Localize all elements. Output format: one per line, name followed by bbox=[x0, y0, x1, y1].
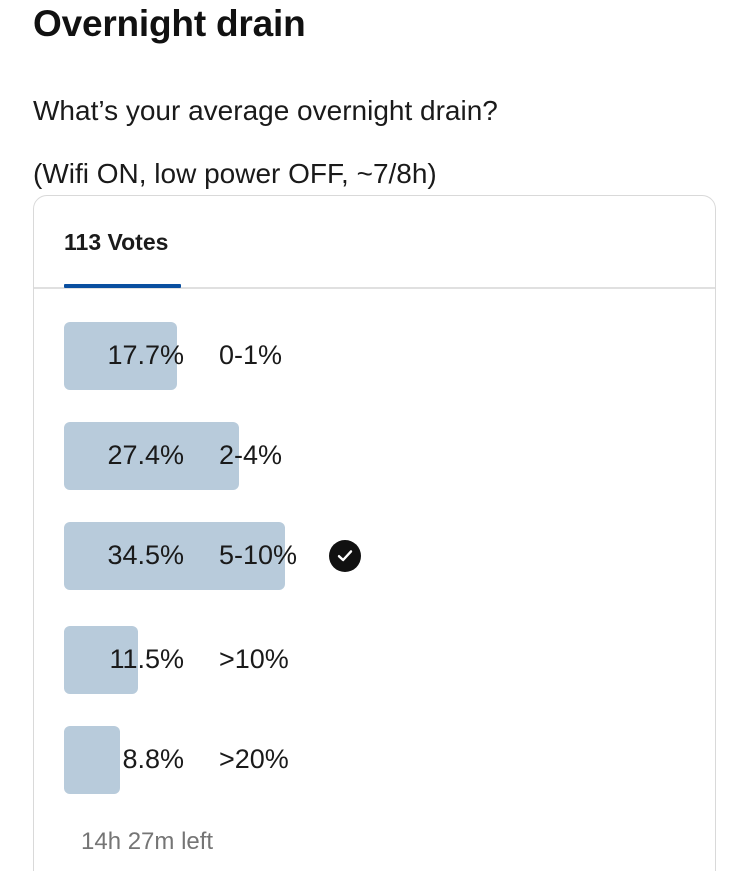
poll-option-percent: 17.7% bbox=[107, 340, 184, 370]
poll-question: What’s your average overnight drain? bbox=[33, 95, 498, 126]
poll-tab-strip: 113 Votes bbox=[34, 196, 715, 289]
poll-option-label: 2-4% bbox=[219, 440, 283, 470]
poll-option-0-1[interactable]: 17.7% 0-1% bbox=[64, 322, 704, 394]
poll-option-percent: 34.5% bbox=[107, 540, 184, 570]
poll-card: 113 Votes 17.7% 0-1% 27.4% 2-4% 34.5% 5-… bbox=[33, 195, 716, 871]
post-title: Overnight drain bbox=[33, 3, 306, 44]
poll-option-label: 5-10% bbox=[219, 540, 298, 570]
poll-option-bar bbox=[64, 726, 120, 794]
poll-option-over-10[interactable]: 11.5% >10% bbox=[64, 626, 704, 698]
poll-option-label: 0-1% bbox=[219, 340, 283, 370]
poll-option-bar bbox=[64, 422, 239, 490]
poll-subquestion: (Wifi ON, low power OFF, ~7/8h) bbox=[33, 158, 437, 189]
poll-option-bar bbox=[64, 626, 138, 694]
poll-option-label: >20% bbox=[219, 744, 289, 774]
poll-time-left: 14h 27m left bbox=[81, 828, 214, 855]
tab-votes-label: 113 Votes bbox=[64, 229, 169, 255]
poll-option-over-20[interactable]: 8.8% >20% bbox=[64, 726, 704, 798]
check-circle-icon bbox=[329, 540, 361, 572]
poll-option-percent: 27.4% bbox=[107, 440, 184, 470]
poll-option-5-10[interactable]: 34.5% 5-10% bbox=[64, 522, 704, 594]
poll-option-bar bbox=[64, 522, 285, 590]
poll-option-label: >10% bbox=[219, 644, 289, 674]
tab-active-indicator bbox=[64, 284, 181, 288]
poll-option-percent: 11.5% bbox=[109, 644, 184, 674]
poll-option-bar bbox=[64, 322, 177, 390]
poll-option-2-4[interactable]: 27.4% 2-4% bbox=[64, 422, 704, 494]
poll-option-percent: 8.8% bbox=[122, 744, 184, 774]
